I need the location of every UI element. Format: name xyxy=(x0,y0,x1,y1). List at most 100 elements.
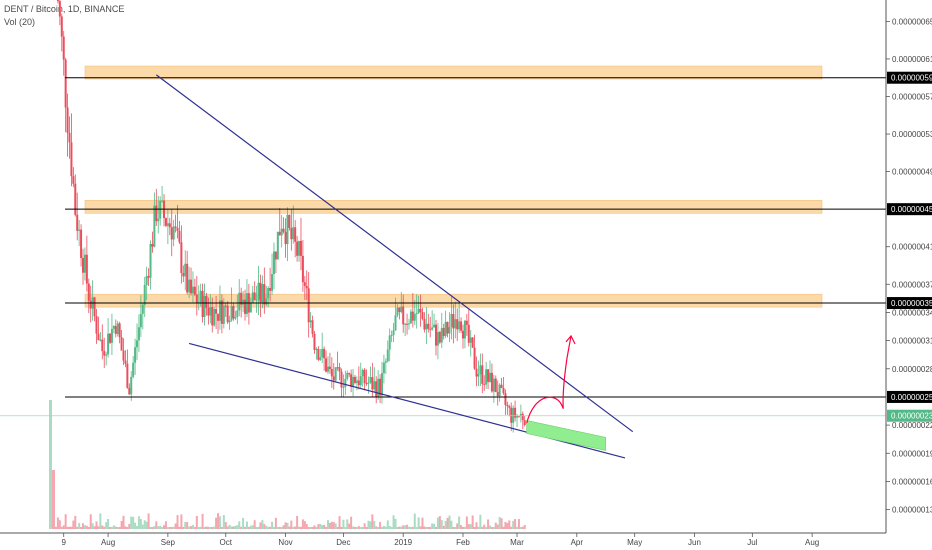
volume-bar xyxy=(95,521,98,529)
candle-body xyxy=(425,323,428,330)
candle-body xyxy=(512,407,515,423)
volume-bar xyxy=(298,526,301,529)
volume-bar xyxy=(240,526,243,529)
candle-body xyxy=(434,324,437,346)
volume-bar xyxy=(124,526,127,529)
candle-body xyxy=(361,369,364,377)
volume-bar xyxy=(209,526,212,529)
volume-bar xyxy=(462,526,464,529)
candle-body xyxy=(421,312,424,319)
volume-bar xyxy=(307,526,310,529)
candle-body xyxy=(141,304,144,314)
candle-body xyxy=(317,348,320,360)
volume-bar xyxy=(458,516,461,529)
candle-body xyxy=(143,284,146,305)
volume-bar xyxy=(444,521,447,529)
candle-body xyxy=(257,282,260,300)
volume-bar xyxy=(483,524,486,529)
candle-body xyxy=(128,387,131,395)
candle-body xyxy=(475,368,478,377)
candle-body xyxy=(193,286,196,295)
upper-trendline[interactable] xyxy=(155,74,634,433)
volume-bar xyxy=(83,525,86,529)
volume-bar xyxy=(242,517,245,529)
volume-bar xyxy=(296,516,299,529)
volume-bar xyxy=(132,516,135,529)
candle-body xyxy=(265,298,268,305)
projection-target-box[interactable] xyxy=(526,420,607,451)
volume-bar xyxy=(350,516,353,529)
candle-body xyxy=(334,367,337,381)
candle-body xyxy=(159,200,162,219)
volume-bar xyxy=(122,515,125,529)
candle-body xyxy=(377,378,380,397)
candle-body xyxy=(299,240,302,256)
candle-body xyxy=(444,321,447,337)
volume-bar xyxy=(130,516,133,529)
volume-bar xyxy=(151,526,154,529)
candle-body xyxy=(215,309,218,314)
volume-bar xyxy=(494,522,497,529)
candle-body xyxy=(463,320,466,339)
volume-bar xyxy=(517,519,520,529)
volume-bar xyxy=(66,526,69,529)
candle-body xyxy=(58,1,61,17)
volume-bar xyxy=(463,526,466,529)
volume-bar xyxy=(253,520,256,529)
x-tick-label: Nov xyxy=(278,538,292,547)
x-tick-label: Aug xyxy=(805,538,819,547)
candle-body xyxy=(508,406,511,408)
candle-body xyxy=(149,243,152,278)
volume-bar xyxy=(521,526,524,529)
candle-body xyxy=(282,228,285,232)
volume-bar xyxy=(377,526,380,529)
candle-body xyxy=(255,299,258,301)
volume-bar xyxy=(467,524,470,529)
candle-body xyxy=(82,258,85,273)
candle-body xyxy=(400,306,403,312)
volume-bar xyxy=(336,526,339,529)
candle-body xyxy=(462,330,464,339)
volume-bar xyxy=(217,513,220,529)
candle-body xyxy=(330,369,333,377)
volume-bar xyxy=(355,527,358,529)
candle-body xyxy=(240,292,243,305)
candle-body xyxy=(112,326,115,329)
volume-bar xyxy=(512,520,515,529)
candle-body xyxy=(271,274,274,291)
candle-body xyxy=(126,363,129,388)
candle-body xyxy=(68,132,71,143)
projection-arrow[interactable] xyxy=(526,335,572,424)
candle-body xyxy=(489,372,492,382)
volume-bar xyxy=(141,524,144,529)
x-tick-label: 9 xyxy=(61,538,66,547)
volume-spike-bar xyxy=(49,400,52,529)
volume-bar xyxy=(371,514,374,529)
volume-bar xyxy=(91,523,94,529)
candle-body xyxy=(151,243,154,247)
candle-body xyxy=(78,229,81,231)
price-tag-label: 0.00000035 xyxy=(891,299,932,308)
candle-body xyxy=(496,392,499,396)
candle-body xyxy=(332,376,335,381)
volume-bar xyxy=(218,516,221,529)
candle-body xyxy=(431,327,434,330)
volume-bar xyxy=(93,526,96,529)
volume-bar xyxy=(215,517,218,529)
candle-body xyxy=(502,388,505,394)
volume-bar xyxy=(490,526,493,529)
y-axis: 0.00000065 0.00000061 0.00000057 0.00000053… xyxy=(885,0,932,533)
candle-body xyxy=(224,305,227,307)
volume-bar xyxy=(74,515,77,529)
volume-bar xyxy=(421,517,424,529)
volume-bar xyxy=(504,521,507,529)
volume-bar xyxy=(411,526,414,529)
candle-body xyxy=(56,0,59,2)
volume-bar xyxy=(193,526,196,529)
volume-bar xyxy=(276,526,279,529)
volume-bar xyxy=(427,526,430,529)
candle-body xyxy=(471,337,474,348)
resistance-zone xyxy=(84,199,823,214)
candle-body xyxy=(388,335,391,350)
